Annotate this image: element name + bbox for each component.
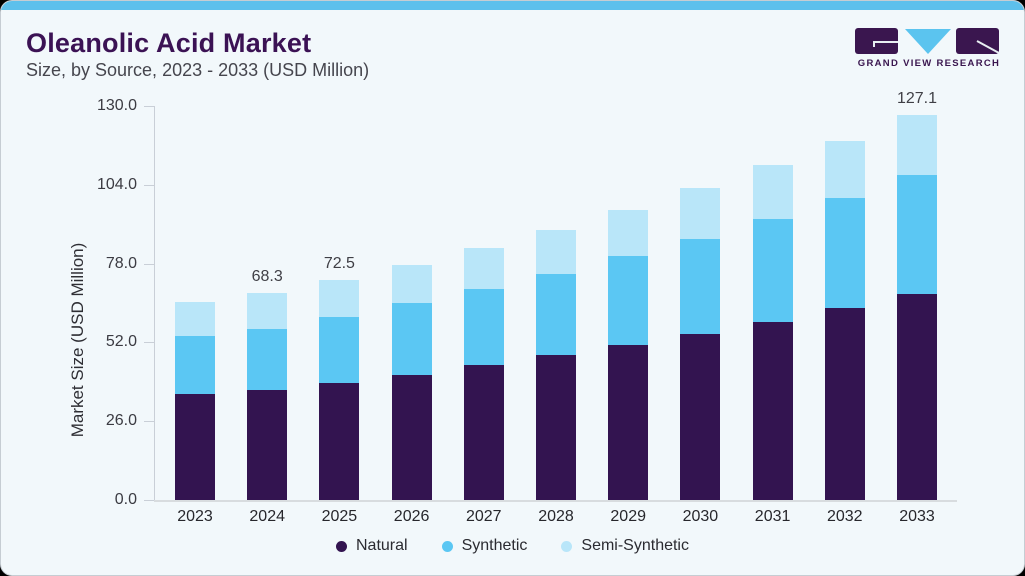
y-tick-mark — [144, 263, 154, 265]
page-subtitle: Size, by Source, 2023 - 2033 (USD Millio… — [26, 60, 370, 80]
bar-segment-natural-2024 — [247, 389, 288, 500]
x-axis-label-2025: 2025 — [321, 508, 358, 525]
bar-segment-natural-2029 — [608, 344, 649, 500]
legend-dot-icon — [441, 540, 453, 552]
legend-label: Synthetic — [461, 537, 528, 554]
y-tick-label: 130.0 — [96, 97, 137, 114]
total-value-label-2025: 72.5 — [323, 255, 355, 273]
bar-segment-natural-2026 — [391, 374, 432, 500]
bar-segment-semi-synthetic-2027 — [463, 247, 504, 290]
bar-segment-synthetic-2030 — [680, 238, 721, 334]
legend-dot-icon — [336, 540, 347, 552]
bar-segment-synthetic-2028 — [536, 273, 576, 356]
bar-segment-synthetic-2033 — [897, 175, 937, 294]
x-axis-label-2029: 2029 — [610, 508, 646, 525]
bar-segment-natural-2025 — [319, 383, 360, 500]
bar-segment-synthetic-2027 — [463, 289, 504, 366]
bar-segment-synthetic-2029 — [608, 256, 649, 345]
bar-segment-synthetic-2026 — [391, 303, 432, 375]
y-tick-mark — [144, 342, 154, 344]
bar-segment-natural-2030 — [680, 333, 721, 500]
y-tick-label: 104.0 — [96, 175, 137, 193]
chart-legend: Natural Synthetic Semi-Synthetic — [1, 537, 1024, 555]
grand-view-research-logo-icon — [855, 28, 1000, 54]
bar-segment-semi-synthetic-2031 — [752, 165, 793, 220]
bar-segment-natural-2033 — [897, 293, 937, 500]
bar-segment-synthetic-2025 — [319, 316, 360, 384]
top-accent-bar — [1, 1, 1024, 10]
y-tick-mark — [144, 421, 154, 423]
y-tick-label: 26.0 — [105, 412, 137, 430]
logo-r-mark — [976, 40, 1000, 54]
bar-segment-semi-synthetic-2028 — [536, 229, 576, 274]
x-axis-label-2028: 2028 — [538, 508, 574, 525]
bar-segment-semi-synthetic-2026 — [391, 264, 432, 304]
bar-segment-semi-synthetic-2023 — [175, 302, 215, 337]
legend-item-semi-synthetic: Semi-Synthetic — [561, 537, 689, 555]
x-axis-label-2026: 2026 — [393, 508, 430, 525]
y-tick-label: 78.0 — [105, 254, 137, 272]
x-axis-label-2031: 2031 — [754, 508, 791, 525]
bar-segment-synthetic-2024 — [247, 328, 288, 390]
logo-g-mark — [873, 41, 898, 47]
legend-item-synthetic: Synthetic — [441, 537, 528, 555]
plot-area: 0.0 26.0 52.0 78.0 104.0 130.0 2023 2024 2025 202… — [97, 90, 957, 525]
y-tick-mark — [144, 500, 154, 501]
legend-label: Natural — [356, 537, 408, 554]
bar-segment-semi-synthetic-2024 — [247, 293, 288, 329]
bar-segment-semi-synthetic-2025 — [319, 280, 360, 317]
bar-segment-semi-synthetic-2032 — [824, 140, 865, 198]
y-tick-mark — [144, 184, 154, 186]
logo-v-triangle — [905, 29, 951, 54]
bar-segment-natural-2027 — [463, 365, 504, 500]
bar-segment-natural-2028 — [536, 355, 576, 500]
y-tick-label: 0.0 — [114, 491, 137, 508]
bar-segment-natural-2023 — [175, 393, 215, 500]
y-tick-label: 52.0 — [105, 333, 137, 351]
x-axis-label-2023: 2023 — [177, 508, 213, 525]
logo-wordmark: GRAND VIEW RESEARCH — [857, 58, 1001, 69]
legend-dot-icon — [561, 540, 573, 552]
x-axis-label-2032: 2032 — [826, 508, 863, 525]
bar-segment-synthetic-2031 — [752, 219, 793, 322]
bar-segment-synthetic-2032 — [824, 197, 865, 309]
bar-segment-semi-synthetic-2029 — [608, 209, 649, 257]
page-title: Oleanolic Acid Market — [26, 28, 312, 58]
legend-item-natural: Natural — [336, 537, 408, 555]
bar-segment-natural-2032 — [824, 308, 865, 500]
x-axis-label-2027: 2027 — [465, 508, 502, 525]
x-axis-label-2033: 2033 — [899, 508, 935, 525]
bar-segment-synthetic-2023 — [175, 336, 215, 394]
bar-segment-semi-synthetic-2033 — [897, 114, 937, 176]
x-axis-line — [154, 500, 957, 502]
bar-segment-natural-2031 — [752, 321, 793, 500]
total-value-label-2033: 127.1 — [896, 89, 938, 107]
total-value-label-2024: 68.3 — [251, 268, 283, 285]
y-tick-mark — [144, 106, 154, 107]
x-axis-label-2024: 2024 — [249, 508, 285, 525]
x-axis-label-2030: 2030 — [682, 508, 719, 525]
legend-label: Semi-Synthetic — [581, 537, 689, 554]
bar-segment-semi-synthetic-2030 — [680, 188, 721, 239]
